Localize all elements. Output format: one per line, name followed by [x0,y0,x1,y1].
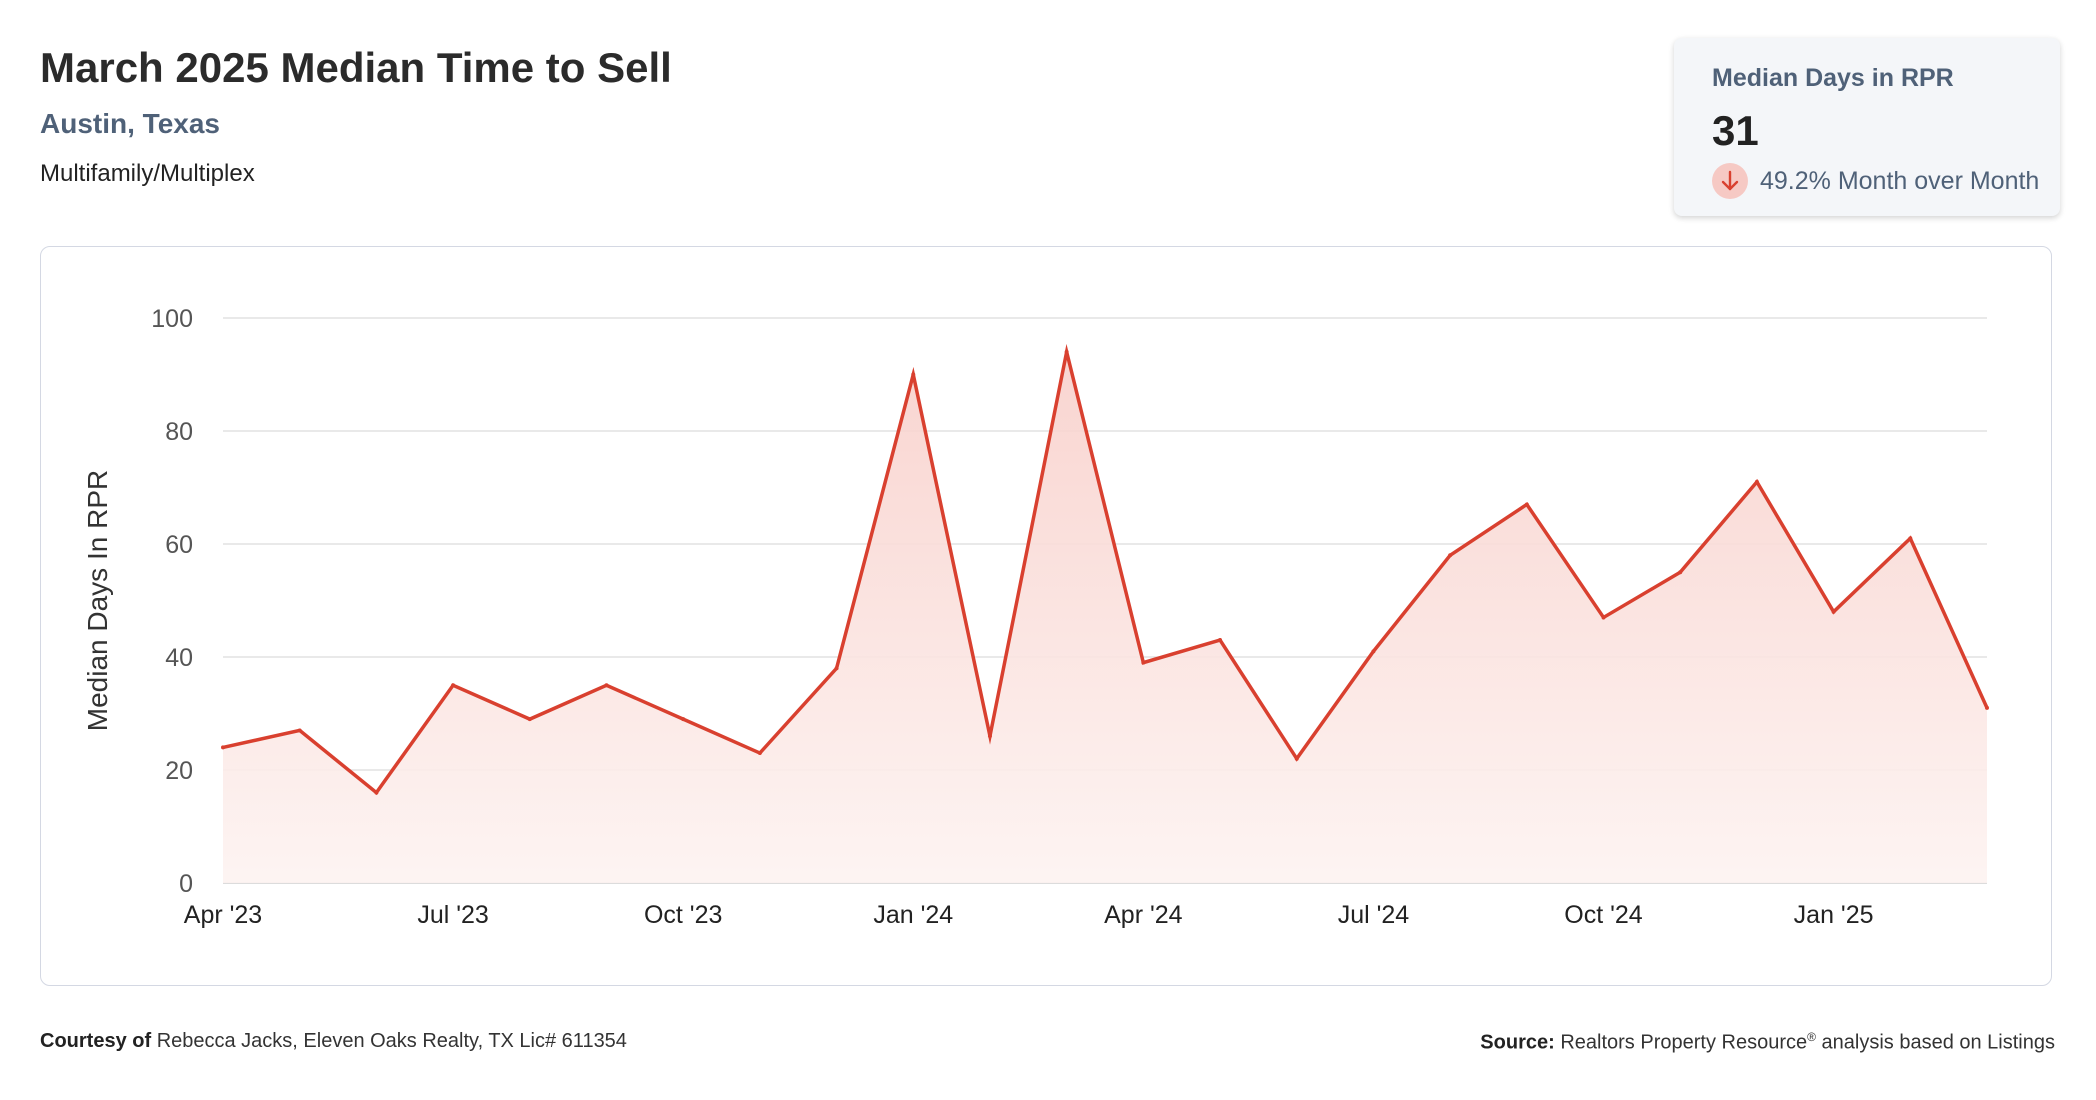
data-point [1064,349,1069,354]
property-type-label: Multifamily/Multiplex [40,160,255,187]
source-text-suffix: analysis based on Listings [1815,1031,2056,1054]
data-point [374,790,379,795]
source-label: Source: [1480,1031,1555,1054]
data-point [1294,756,1299,761]
registered-mark: ® [1807,1030,1816,1044]
data-point [1141,660,1146,665]
data-point [1218,638,1223,643]
median-days-chart: 0 20 40 60 80 100 Median Days In RPR Apr '23 Jul… [82,305,1989,929]
stat-change: 49.2% Month over Month [1712,163,2060,199]
source-text: Realtors Property Resource [1560,1031,1808,1054]
data-point [987,734,992,739]
page-title: March 2025 Median Time to Sell [40,44,672,91]
data-point [1524,502,1529,507]
data-point [604,683,609,688]
data-point [1908,536,1913,541]
arrow-down-icon [1712,163,1748,199]
data-point [1448,553,1453,558]
data-point [1371,649,1376,654]
x-tick-label: Jan '25 [1794,901,1874,929]
x-tick-label: Jul '24 [1338,901,1410,929]
stat-label: Median Days in RPR [1712,64,1954,92]
y-tick-label: 60 [165,531,193,559]
y-tick-label: 80 [165,418,193,446]
x-tick-label: Oct '24 [1564,901,1643,929]
data-point [1985,705,1989,710]
x-tick-label: Apr '24 [1104,901,1183,929]
median-days-card: Median Days in RPR 31 49.2% Month over M… [1674,38,2060,216]
data-point [1754,479,1759,484]
x-tick-label: Jan '24 [873,901,953,929]
data-point [1678,570,1683,575]
location-label: Austin, Texas [40,108,220,139]
y-tick-label: 40 [165,644,193,672]
x-tick-label: Oct '23 [644,901,722,929]
source-footer: Source: Realtors Property Resource® anal… [1480,1030,2055,1055]
area-fill [223,351,1987,883]
data-point [221,745,225,750]
stat-change-text: 49.2% Month over Month [1760,166,2040,195]
series-line [222,343,1989,796]
y-tick-label: 20 [165,757,193,785]
data-point [297,728,302,733]
data-point [1601,615,1606,620]
data-point [451,683,456,688]
y-tick-label: 0 [179,870,193,898]
y-tick-label: 100 [151,305,193,333]
data-point [834,666,839,671]
data-point [1831,609,1836,614]
data-point [527,717,532,722]
data-point [681,717,686,722]
y-axis-label: Median Days In RPR [82,470,113,731]
courtesy-label: Courtesy of [40,1030,152,1052]
x-tick-label: Apr '23 [184,901,262,929]
x-tick-label: Jul '23 [417,901,488,929]
chart-panel: 0 20 40 60 80 100 Median Days In RPR Apr '23 Jul… [40,246,2052,986]
courtesy-footer: Courtesy of Rebecca Jacks, Eleven Oaks R… [40,1030,627,1053]
data-point [911,372,916,377]
stat-value: 31 [1712,107,1759,154]
data-point [757,751,762,756]
courtesy-text: Rebecca Jacks, Eleven Oaks Realty, TX Li… [156,1030,627,1052]
